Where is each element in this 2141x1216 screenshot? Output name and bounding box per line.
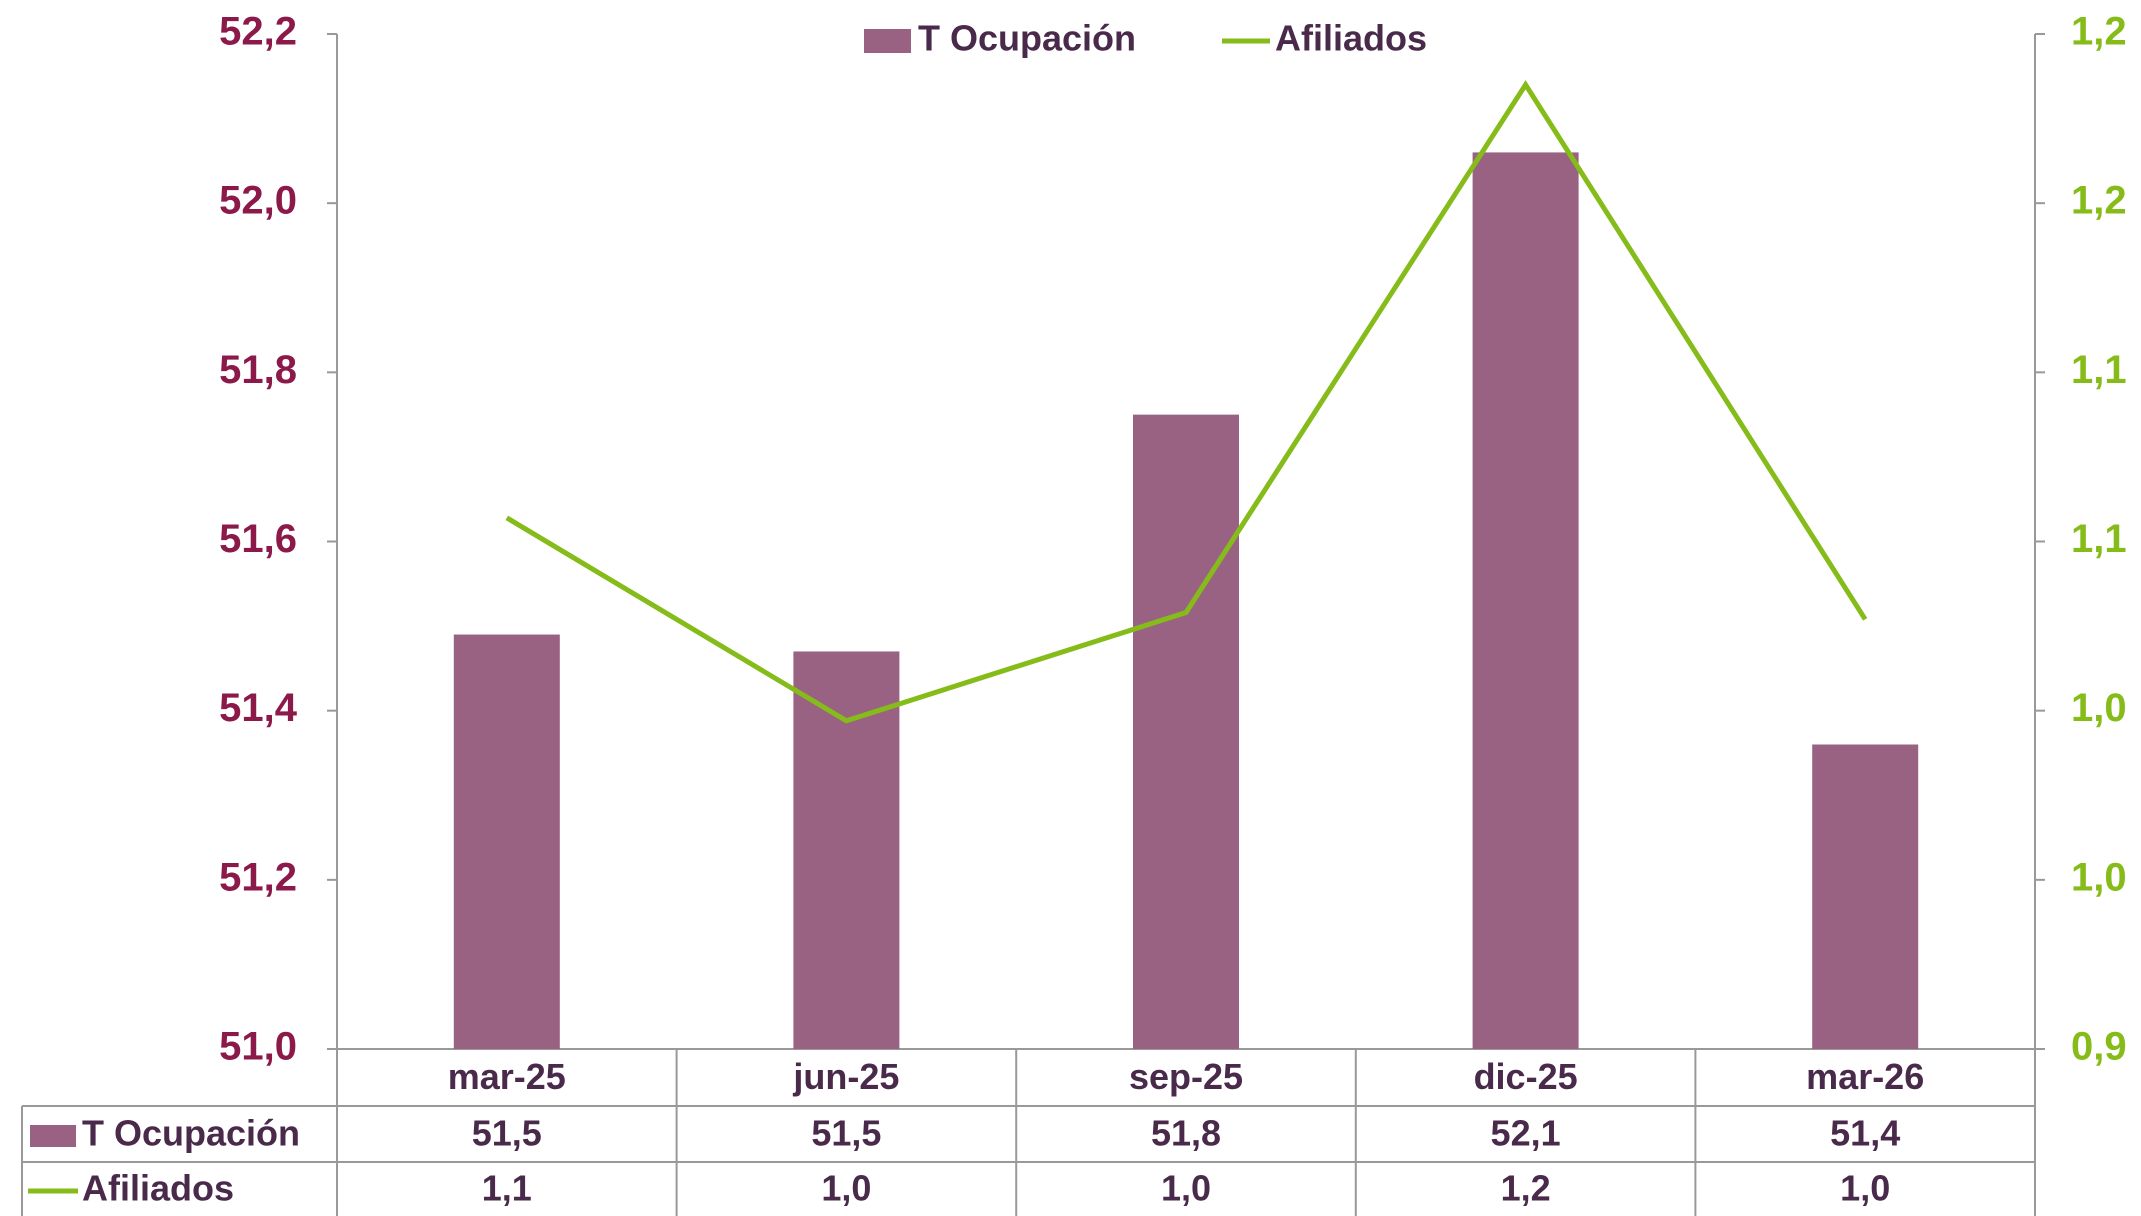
x-tick-label: jun-25 — [792, 1056, 899, 1097]
legend-label: T Ocupación — [918, 18, 1136, 59]
y-tick-label: 51,4 — [219, 686, 298, 730]
y2-tick-label: 1,2 — [2071, 179, 2127, 223]
y-tick-label: 51,6 — [219, 517, 297, 561]
data-label: 1,0 — [1840, 1168, 1890, 1209]
y2-tick-label: 1,2 — [2071, 10, 2127, 54]
data-label: 51,5 — [472, 1113, 542, 1154]
data-label: 1,0 — [821, 1168, 871, 1209]
x-tick-label: mar-26 — [1806, 1056, 1924, 1097]
data-label: 1,0 — [1161, 1168, 1211, 1209]
legend-swatch — [864, 29, 911, 53]
bar — [453, 634, 560, 1049]
table-series-name: Afiliados — [82, 1168, 234, 1209]
data-label: 51,4 — [1830, 1113, 1900, 1154]
y-tick-label: 51,0 — [219, 1025, 297, 1069]
x-tick-label: sep-25 — [1129, 1056, 1243, 1097]
table-legend-swatch — [30, 1125, 76, 1147]
y-tick-label: 51,8 — [219, 348, 297, 392]
bar — [1472, 152, 1579, 1049]
legend-label: Afiliados — [1275, 18, 1427, 59]
y-tick-label: 52,0 — [219, 179, 297, 223]
y2-tick-label: 0,9 — [2071, 1025, 2127, 1069]
data-label: 1,1 — [482, 1168, 532, 1209]
y-tick-label: 52,2 — [219, 10, 297, 54]
bar — [1812, 744, 1919, 1049]
y-tick-label: 51,2 — [219, 855, 297, 899]
y2-tick-label: 1,1 — [2071, 348, 2127, 392]
data-label: 52,1 — [1491, 1113, 1561, 1154]
x-tick-label: dic-25 — [1474, 1056, 1578, 1097]
line — [505, 80, 1868, 724]
bar — [1133, 414, 1239, 1049]
table-series-name: T Ocupación — [82, 1113, 300, 1154]
bar — [793, 651, 900, 1049]
y2-tick-label: 1,0 — [2071, 855, 2127, 899]
x-tick-label: mar-25 — [448, 1056, 566, 1097]
data-label: 1,2 — [1501, 1168, 1551, 1209]
data-label: 51,5 — [811, 1113, 881, 1154]
y2-tick-label: 1,0 — [2071, 686, 2127, 730]
data-label: 51,8 — [1151, 1113, 1221, 1154]
y2-tick-label: 1,1 — [2071, 517, 2127, 561]
